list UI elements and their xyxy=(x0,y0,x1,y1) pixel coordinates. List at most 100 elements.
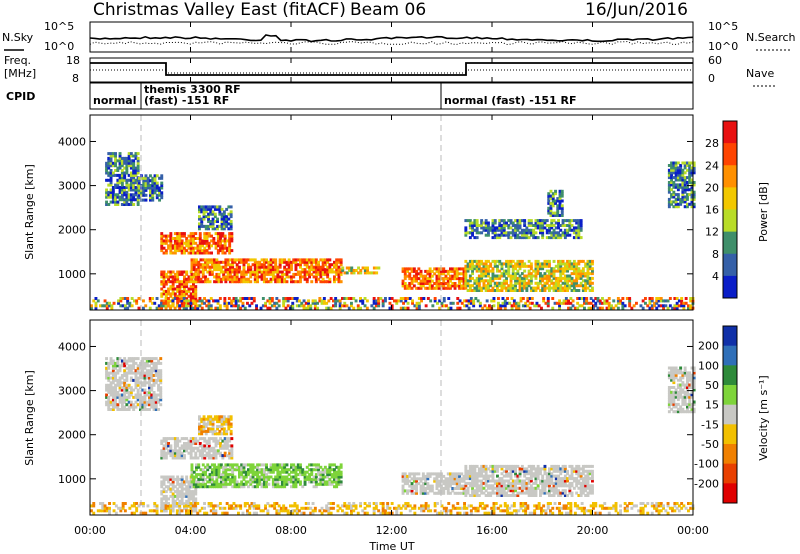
echo-cell xyxy=(123,357,127,361)
echo-cell xyxy=(458,479,461,483)
echo-cell xyxy=(484,489,488,493)
echo-cell xyxy=(280,272,284,276)
echo-cell xyxy=(207,207,210,211)
echo-cell xyxy=(435,284,439,288)
echo-cell xyxy=(228,449,232,453)
echo-cell xyxy=(566,279,569,283)
echo-cell xyxy=(520,286,524,290)
echo-cell xyxy=(415,472,418,476)
echo-cell xyxy=(160,184,164,187)
echo-cell xyxy=(127,159,131,163)
echo-cell xyxy=(111,164,115,168)
echo-cell xyxy=(132,164,136,168)
echo-cell xyxy=(258,475,262,479)
echo-cell xyxy=(283,463,287,467)
echo-cell xyxy=(183,294,186,298)
echo-cell xyxy=(345,266,349,270)
echo-cell xyxy=(498,224,502,227)
echo-cell xyxy=(493,289,497,292)
echo-cell xyxy=(421,277,425,281)
velocity-echo-cells xyxy=(90,357,696,515)
echo-cell xyxy=(572,267,576,271)
echo-cell xyxy=(125,169,129,172)
echo-cell xyxy=(229,212,233,216)
echo-cell xyxy=(548,231,551,235)
echo-cell xyxy=(502,281,506,285)
echo-cell xyxy=(109,200,113,204)
echo-cell xyxy=(125,161,129,165)
echo-cell xyxy=(202,417,206,421)
echo-cell xyxy=(215,465,219,469)
echo-cell xyxy=(157,378,160,382)
echo-cell xyxy=(242,470,246,474)
echo-cell xyxy=(176,234,180,238)
echo-cell xyxy=(228,439,232,443)
echo-cell xyxy=(424,286,428,290)
echo-cell xyxy=(410,484,414,488)
echo-cell xyxy=(162,446,166,450)
echo-cell xyxy=(195,468,198,472)
echo-cell xyxy=(202,420,206,424)
echo-cell xyxy=(589,306,593,310)
echo-cell xyxy=(557,231,560,235)
echo-cell xyxy=(303,473,307,477)
echo-cell xyxy=(203,237,207,240)
echo-cell xyxy=(223,444,227,448)
echo-cell xyxy=(670,178,673,182)
echo-cell xyxy=(301,470,305,474)
echo-cell xyxy=(283,280,287,284)
echo-cell xyxy=(679,185,683,189)
echo-cell xyxy=(190,468,194,472)
echo-cell xyxy=(509,219,513,223)
echo-cell xyxy=(290,260,293,264)
echo-cell xyxy=(333,468,336,472)
echo-cell xyxy=(294,482,298,486)
echo-cell xyxy=(159,403,163,407)
echo-cell xyxy=(242,272,246,276)
echo-cell xyxy=(105,361,108,365)
echo-cell xyxy=(196,304,200,308)
echo-cell xyxy=(541,289,545,292)
echo-cell xyxy=(207,442,211,445)
echo-cell xyxy=(507,484,511,488)
echo-cell xyxy=(162,490,166,494)
echo-cell xyxy=(496,264,499,268)
echo-cell xyxy=(238,485,241,489)
echo-cell xyxy=(160,282,164,286)
echo-cell xyxy=(484,494,488,497)
echo-cell xyxy=(372,266,376,270)
echo-cell xyxy=(491,226,495,230)
echo-cell xyxy=(568,276,572,280)
echo-cell xyxy=(137,196,141,200)
echo-cell xyxy=(173,280,177,284)
echo-cell xyxy=(120,198,124,202)
echo-cell xyxy=(417,304,421,308)
echo-cell xyxy=(190,473,194,477)
echo-cell xyxy=(183,232,186,236)
echo-cell xyxy=(176,451,180,455)
echo-cell xyxy=(276,270,280,274)
echo-cell xyxy=(406,301,410,305)
echo-cell xyxy=(304,301,308,305)
echo-cell xyxy=(226,258,230,262)
echo-cell xyxy=(167,442,170,445)
echo-cell xyxy=(228,482,232,486)
echo-cell xyxy=(539,228,542,232)
echo-cell xyxy=(157,306,161,310)
echo-cell xyxy=(148,306,152,310)
echo-cell xyxy=(675,301,679,305)
echo-cell xyxy=(231,268,235,272)
echo-cell xyxy=(114,161,117,165)
echo-cell xyxy=(473,484,477,488)
echo-cell xyxy=(149,196,152,200)
echo-cell xyxy=(477,231,481,235)
echo-cell xyxy=(314,480,318,484)
echo-cell xyxy=(554,214,557,217)
echo-cell xyxy=(401,269,405,273)
echo-cell xyxy=(271,465,275,469)
echo-cell xyxy=(319,265,323,269)
echo-cell xyxy=(520,264,524,268)
y-tick-label: 2000 xyxy=(58,224,86,237)
echo-cell xyxy=(178,294,182,298)
echo-cell xyxy=(256,470,259,474)
